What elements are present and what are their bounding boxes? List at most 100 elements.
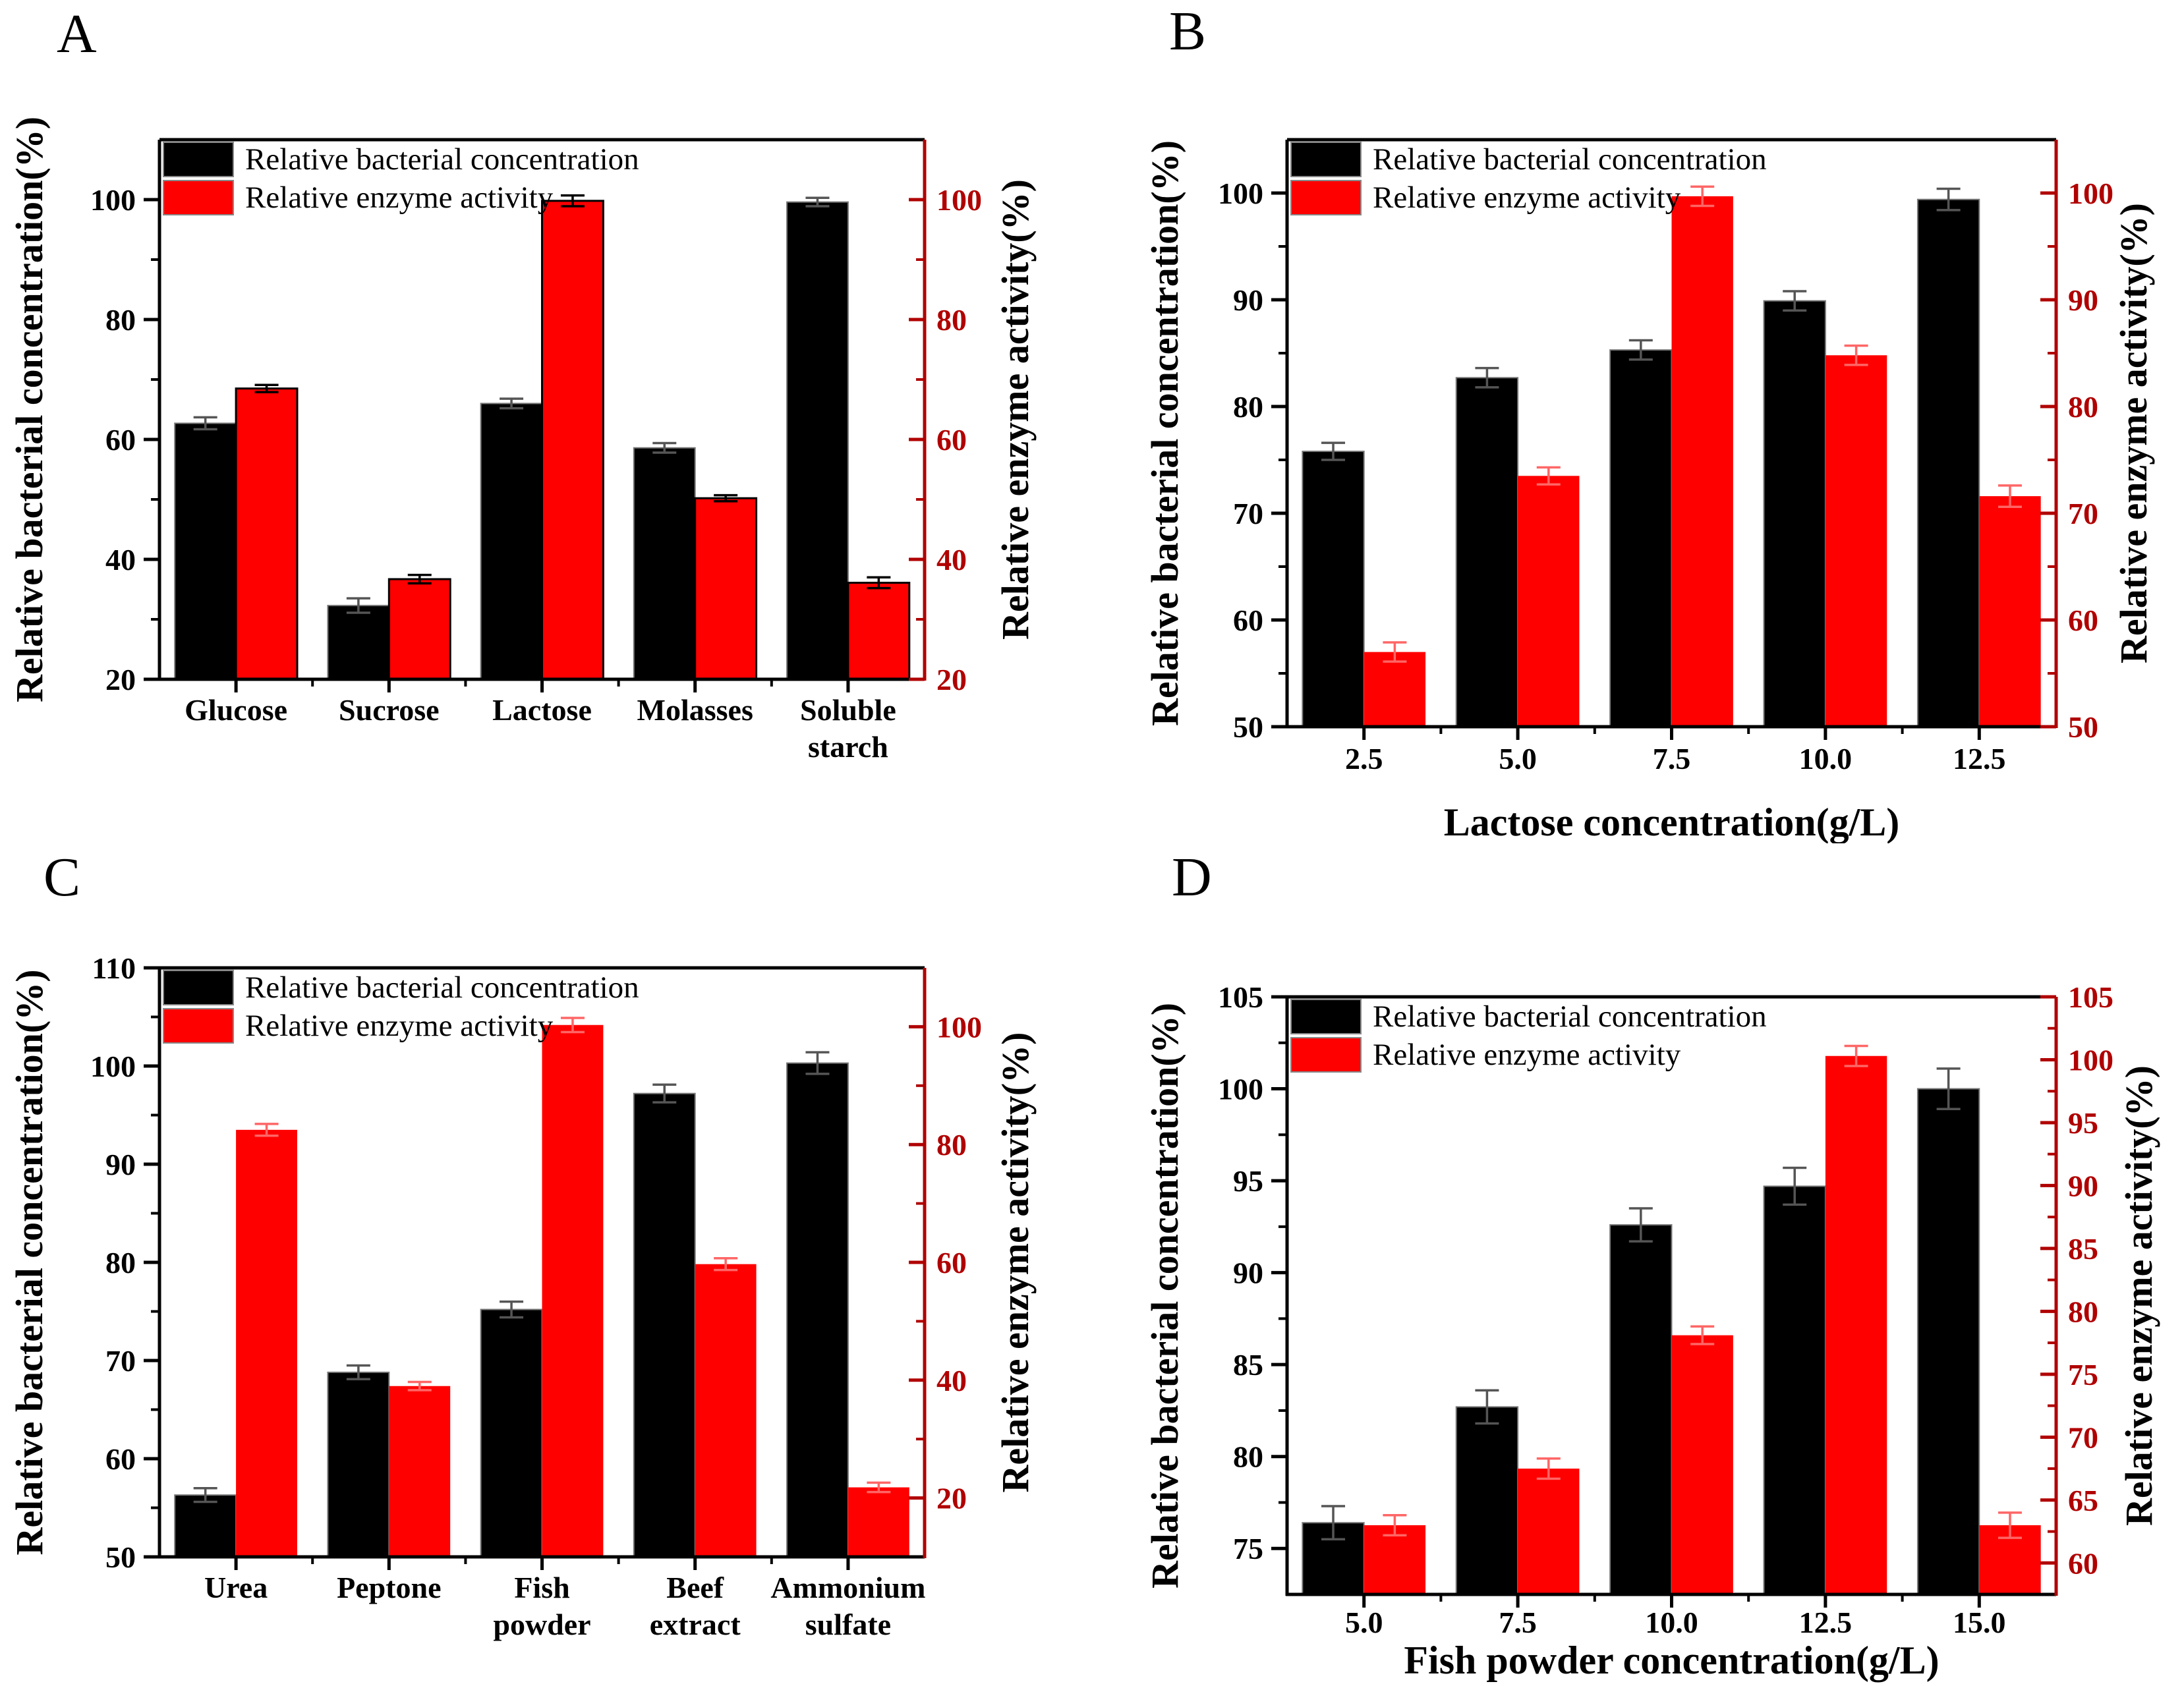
left-tick-label: 100 — [90, 183, 136, 217]
left-tick-label: 20 — [105, 663, 136, 696]
bar — [1364, 652, 1426, 727]
bar — [236, 1129, 297, 1557]
left-tick-label: 40 — [105, 543, 136, 576]
x-category-label: 12.5 — [1953, 742, 2006, 775]
x-category-label: 15.0 — [1953, 1606, 2006, 1639]
legend-swatch — [1290, 1037, 1362, 1073]
bar — [174, 422, 237, 680]
right-tick-label: 40 — [936, 1364, 967, 1397]
x-category-label: 10.0 — [1799, 742, 1853, 775]
left-tick-label: 60 — [1233, 604, 1263, 637]
left-tick-label: 80 — [105, 1246, 136, 1279]
panel-label-a: A — [57, 3, 97, 65]
x-axis-title: Fish powder concentration(g/L) — [1404, 1639, 1939, 1682]
x-category-label: starch — [808, 730, 888, 764]
x-category-label: Lactose — [492, 693, 592, 727]
legend-swatch — [163, 970, 234, 1005]
bar — [1609, 1224, 1673, 1595]
left-tick-label: 95 — [1233, 1164, 1263, 1198]
bar — [1518, 1469, 1580, 1594]
bar — [542, 1025, 604, 1557]
bar — [786, 1062, 849, 1558]
bar — [847, 581, 911, 681]
x-category-label: sulfate — [805, 1608, 891, 1641]
left-tick-label: 100 — [1218, 1073, 1263, 1106]
right-tick-label: 100 — [2068, 1043, 2113, 1077]
bar — [694, 497, 758, 681]
right-tick-label: 90 — [2068, 1169, 2098, 1202]
bar — [848, 1487, 909, 1557]
bar — [1671, 1335, 1733, 1594]
left-tick-label: 70 — [1233, 497, 1263, 530]
x-category-label: Sucrose — [339, 693, 440, 727]
panel-b-plot: 50 60 70 80 90 100 50 60 70 80 90 100 2.5 5.0 7.5 10.0 1… — [1143, 138, 2155, 843]
bar — [480, 1308, 543, 1558]
left-tick-label: 90 — [1233, 283, 1263, 317]
left-tick-label: 105 — [1218, 980, 1263, 1014]
right-axis-title: Relative enzyme activity(%) — [994, 1032, 1037, 1493]
right-tick-label: 80 — [2068, 390, 2098, 424]
left-tick-label: 80 — [1233, 390, 1263, 424]
left-tick-label: 90 — [105, 1148, 136, 1181]
right-tick-label: 90 — [2068, 283, 2098, 317]
bar — [327, 605, 390, 681]
left-tick-label: 50 — [105, 1540, 136, 1574]
legend-swatch — [1290, 142, 1362, 177]
x-category-label: Molasses — [637, 693, 753, 727]
right-tick-label: 60 — [936, 1246, 967, 1279]
left-tick-label: 100 — [1218, 177, 1263, 210]
bar — [1916, 1088, 1980, 1595]
left-tick-label: 85 — [1233, 1348, 1263, 1382]
x-category-label: Peptone — [337, 1571, 441, 1604]
x-category-label: 2.5 — [1345, 742, 1383, 775]
bar — [174, 1494, 237, 1558]
bar — [1671, 196, 1733, 727]
bar — [1979, 496, 2041, 727]
x-category-label: 7.5 — [1499, 1606, 1537, 1639]
bar — [1455, 377, 1519, 727]
right-tick-label: 100 — [936, 183, 982, 217]
left-tick-label: 60 — [105, 1442, 136, 1476]
bar — [327, 1371, 390, 1558]
right-tick-label: 60 — [2068, 1546, 2098, 1580]
x-category-label: 7.5 — [1653, 742, 1691, 775]
bar — [1609, 349, 1673, 727]
bar — [388, 578, 451, 681]
right-tick-label: 60 — [2068, 604, 2098, 637]
left-tick-label: 110 — [92, 951, 136, 985]
bar — [389, 1386, 451, 1557]
left-tick-label: 60 — [105, 423, 136, 457]
left-tick-label: 80 — [105, 303, 136, 337]
x-axis-title: Lactose concentration(g/L) — [1444, 801, 1900, 843]
x-category-label: Soluble — [800, 693, 896, 727]
bar — [480, 403, 543, 681]
right-tick-label: 70 — [2068, 497, 2098, 530]
legend-label: Relative enzyme activity — [245, 1009, 554, 1043]
x-category-label: 10.0 — [1645, 1606, 1698, 1639]
left-axis-title: Relative bacterial concentration(%) — [8, 969, 51, 1555]
bar — [1916, 198, 1980, 728]
bar — [633, 1092, 696, 1558]
legend-swatch — [163, 180, 234, 215]
panel-label-c: C — [43, 847, 81, 908]
panel-label-b: B — [1169, 1, 1207, 62]
legend-label: Relative enzyme activity — [245, 181, 554, 215]
right-tick-label: 40 — [936, 543, 967, 576]
right-tick-label: 95 — [2068, 1106, 2098, 1140]
legend-swatch — [1290, 999, 1362, 1034]
legend-label: Relative bacterial concentration — [245, 142, 639, 177]
right-axis-title: Relative enzyme activity(%) — [994, 179, 1037, 640]
bar — [1763, 1185, 1826, 1595]
bar — [1825, 1055, 1887, 1594]
right-axis-title: Relative enzyme activity(%) — [2117, 1065, 2160, 1526]
bar — [633, 447, 696, 680]
left-tick-label: 75 — [1233, 1532, 1263, 1565]
x-category-label: Fish — [514, 1571, 569, 1604]
legend-label: Relative bacterial concentration — [1373, 999, 1767, 1034]
bar — [786, 201, 849, 680]
bar — [235, 387, 299, 681]
x-category-label: Urea — [204, 1571, 268, 1604]
right-tick-label: 60 — [936, 423, 967, 457]
left-tick-label: 80 — [1233, 1440, 1263, 1474]
